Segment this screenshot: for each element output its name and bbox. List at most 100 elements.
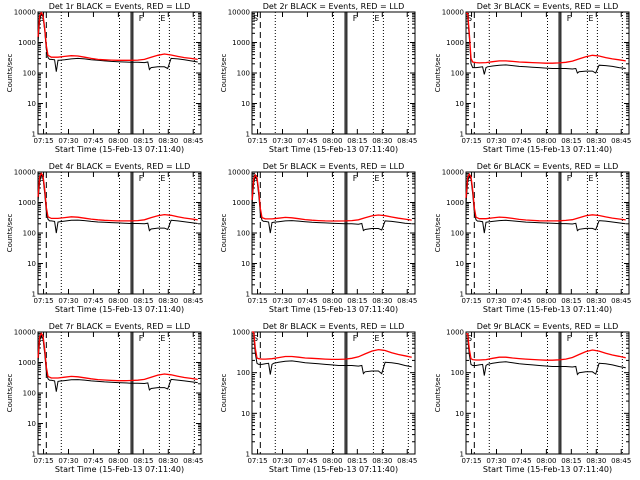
x-tick-label: 08:45	[183, 137, 203, 145]
plot-title: Det 1r BLACK = Events, RED = LLD	[49, 2, 191, 11]
events-series-line	[466, 16, 626, 75]
y-tick-label: 10	[455, 260, 464, 268]
x-tick-label: 07:30	[272, 137, 292, 145]
x-axis-label: Start Time (15-Feb-13 07:11:40)	[269, 305, 398, 314]
marker-letter-s: S	[39, 174, 44, 183]
x-axis-label: Start Time (15-Feb-13 07:11:40)	[483, 145, 612, 154]
x-tick-label: 08:45	[611, 297, 631, 305]
marker-letter-f: F	[567, 174, 572, 183]
x-tick-label: 08:00	[108, 137, 128, 145]
x-tick-label: 07:45	[83, 297, 103, 305]
marker-letter-f: F	[353, 334, 358, 343]
x-axis-label: Start Time (15-Feb-13 07:11:40)	[55, 465, 184, 474]
x-tick-label: 08:15	[347, 137, 367, 145]
marker-letter-s: S	[253, 174, 258, 183]
marker-letter-e: E	[160, 334, 165, 343]
lld-series-line	[251, 173, 412, 222]
x-tick-label: 08:30	[158, 137, 178, 145]
events-series-line	[252, 335, 412, 375]
y-tick-label: 10	[27, 420, 36, 428]
x-tick-label: 07:30	[272, 297, 292, 305]
plot-title: Det 4r BLACK = Events, RED = LLD	[49, 162, 191, 171]
y-axis-label: Counts/sec	[6, 54, 14, 93]
x-axis-label: Start Time (15-Feb-13 07:11:40)	[269, 145, 398, 154]
x-tick-label: 08:00	[536, 457, 556, 465]
x-tick-label: 07:30	[486, 297, 506, 305]
x-tick-label: 08:00	[108, 457, 128, 465]
marker-letter-f: F	[567, 14, 572, 23]
y-tick-label: 10	[241, 260, 250, 268]
marker-letter-s: S	[467, 174, 472, 183]
x-tick-label: 08:00	[536, 137, 556, 145]
y-tick-label: 1000	[232, 199, 250, 207]
x-tick-label: 08:45	[183, 297, 203, 305]
x-tick-label: 07:45	[511, 457, 531, 465]
x-tick-label: 08:45	[183, 457, 203, 465]
marker-letter-e: E	[160, 14, 165, 23]
plot-title: Det 6r BLACK = Events, RED = LLD	[477, 162, 619, 171]
plot-title: Det 5r BLACK = Events, RED = LLD	[263, 162, 405, 171]
x-tick-label: 07:45	[297, 297, 317, 305]
y-tick-label: 10	[27, 100, 36, 108]
y-tick-label: 1	[246, 451, 250, 459]
events-series-line	[37, 173, 198, 234]
x-axis-label: Start Time (15-Feb-13 07:11:40)	[55, 305, 184, 314]
x-tick-label: 08:45	[397, 457, 417, 465]
x-tick-label: 07:30	[486, 457, 506, 465]
x-tick-label: 08:00	[322, 457, 342, 465]
y-tick-label: 10000	[228, 9, 250, 17]
x-tick-label: 08:30	[158, 457, 178, 465]
y-tick-label: 1000	[18, 199, 36, 207]
y-tick-label: 1000	[18, 39, 36, 47]
marker-letter-s: S	[39, 334, 44, 343]
x-tick-label: 07:15	[461, 137, 481, 145]
x-tick-label: 08:30	[586, 137, 606, 145]
x-tick-label: 07:15	[33, 137, 53, 145]
y-tick-label: 1	[460, 131, 464, 139]
x-tick-label: 08:30	[372, 297, 392, 305]
lld-series-line	[37, 11, 198, 61]
y-tick-label: 10000	[442, 9, 464, 17]
lld-series-line	[37, 172, 198, 222]
x-axis-label: Start Time (15-Feb-13 07:11:40)	[269, 465, 398, 474]
y-tick-label: 10000	[14, 329, 36, 337]
x-tick-label: 08:00	[322, 297, 342, 305]
x-tick-label: 07:15	[247, 297, 267, 305]
y-axis-label: Counts/sec	[434, 54, 442, 93]
plot-title: Det 7r BLACK = Events, RED = LLD	[49, 322, 191, 331]
y-tick-label: 10000	[14, 169, 36, 177]
x-tick-label: 07:45	[83, 137, 103, 145]
y-tick-label: 100	[23, 70, 36, 78]
lld-series-line	[37, 332, 198, 382]
x-tick-label: 08:30	[158, 297, 178, 305]
plot-panel-2: Det 2r BLACK = Events, RED = LLD 1 10 100 10…	[220, 2, 417, 154]
marker-letter-s: S	[467, 14, 472, 23]
events-series-line	[37, 334, 198, 392]
x-tick-label: 07:45	[511, 137, 531, 145]
plot-panel-6: Det 6r BLACK = Events, RED = LLD 1 10 100 10…	[434, 162, 631, 314]
y-tick-label: 10	[455, 410, 464, 418]
x-tick-label: 07:15	[461, 297, 481, 305]
y-tick-label: 100	[451, 230, 464, 238]
events-series-line	[465, 174, 626, 234]
x-tick-label: 07:15	[33, 297, 53, 305]
y-tick-label: 10	[241, 410, 250, 418]
x-tick-label: 08:30	[372, 137, 392, 145]
y-tick-label: 10000	[228, 169, 250, 177]
x-tick-label: 07:15	[247, 457, 267, 465]
marker-letter-e: E	[588, 14, 593, 23]
y-axis-label: Counts/sec	[220, 54, 228, 93]
x-axis-label: Start Time (15-Feb-13 07:11:40)	[483, 305, 612, 314]
x-tick-label: 07:45	[83, 457, 103, 465]
y-tick-label: 10000	[442, 169, 464, 177]
marker-letter-e: E	[374, 334, 379, 343]
x-tick-label: 07:45	[511, 297, 531, 305]
events-series-line	[466, 337, 626, 376]
y-axis-label: Counts/sec	[6, 214, 14, 253]
plot-panel-5: Det 5r BLACK = Events, RED = LLD 1 10 100 10…	[220, 162, 417, 314]
y-axis-label: Counts/sec	[434, 214, 442, 253]
y-axis-label: Counts/sec	[220, 374, 228, 413]
x-axis-label: Start Time (15-Feb-13 07:11:40)	[483, 465, 612, 474]
marker-letter-e: E	[374, 14, 379, 23]
